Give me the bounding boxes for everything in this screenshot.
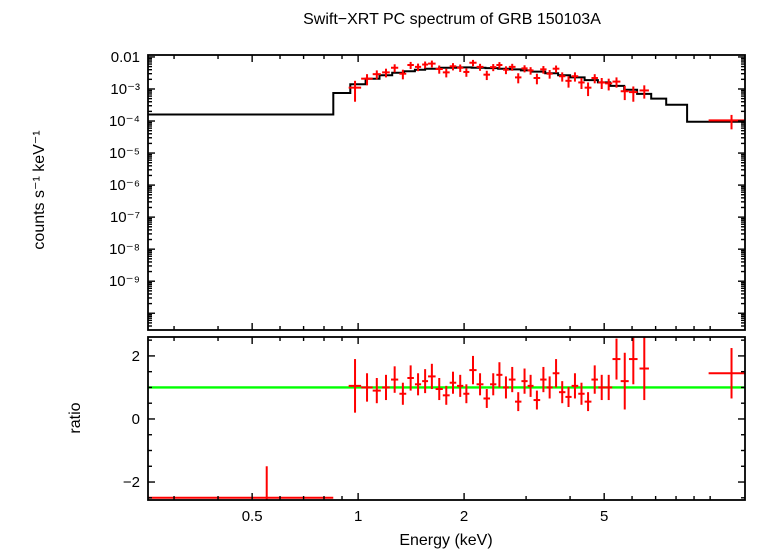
ratio-panel-content bbox=[148, 337, 745, 500]
ratio-frame bbox=[147, 336, 746, 501]
tick-label: 0.5 bbox=[242, 508, 263, 525]
tick-label: 2 bbox=[460, 508, 468, 525]
spectrum-panel-content bbox=[148, 59, 745, 130]
tick-label: 10⁻⁶ bbox=[109, 177, 140, 194]
ratio-data-points bbox=[148, 337, 745, 500]
tick-label: 10⁻⁹ bbox=[109, 273, 140, 290]
tick-label: 0 bbox=[132, 411, 140, 428]
plot-graphics: 0.5 1 2 5 0.01 10⁻³ 10⁻⁴ 10⁻⁵ 10⁻⁶ 10⁻⁷ 10⁻⁸ 10⁻⁹ −2… bbox=[109, 49, 746, 525]
tick-label: 0.01 bbox=[111, 49, 140, 66]
tick-label: 10⁻⁵ bbox=[109, 145, 140, 162]
tick-label: 10⁻⁷ bbox=[110, 209, 140, 226]
tick-label: 10⁻⁴ bbox=[109, 113, 140, 130]
tick-label: 1 bbox=[354, 508, 362, 525]
tick-label: 2 bbox=[132, 348, 140, 365]
y-axis-label-ratio: ratio bbox=[67, 402, 84, 433]
tick-label: 5 bbox=[600, 508, 608, 525]
spectrum-data-points bbox=[348, 59, 745, 130]
chart-title: Swift−XRT PC spectrum of GRB 150103A bbox=[303, 11, 601, 28]
y-axis-label-counts: counts s⁻¹ keV⁻¹ bbox=[31, 130, 48, 249]
spectrum-frame bbox=[147, 54, 746, 331]
tick-label: 10⁻⁸ bbox=[109, 241, 140, 258]
axes: 0.5 1 2 5 0.01 10⁻³ 10⁻⁴ 10⁻⁵ 10⁻⁶ 10⁻⁷ 10⁻⁸ 10⁻⁹ −2… bbox=[109, 49, 746, 525]
tick-label: −2 bbox=[123, 474, 140, 491]
x-axis-label: Energy (keV) bbox=[399, 532, 492, 549]
tick-label: 10⁻³ bbox=[110, 81, 140, 98]
